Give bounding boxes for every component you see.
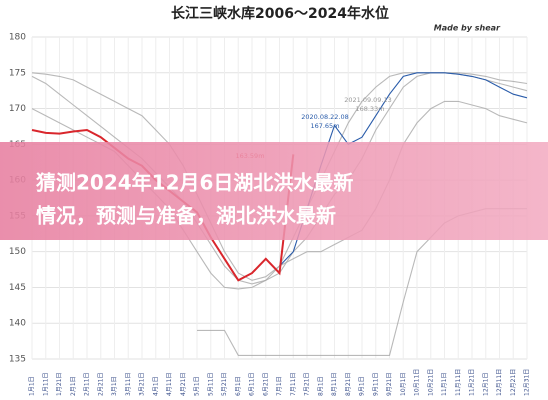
annotation: 168.33m (355, 105, 384, 113)
banner (0, 142, 548, 240)
x-tick-label: 7月11日 (290, 373, 297, 396)
x-tick-label: 12月21日 (510, 369, 517, 396)
x-tick-label: 1月11日 (42, 373, 49, 396)
banner-line: 情况，预测与准备，湖北洪水最新 (36, 204, 336, 228)
annotation: 167.65m (310, 122, 339, 130)
x-tick-label: 2月11日 (84, 373, 91, 396)
y-tick-label: 175 (9, 68, 26, 78)
banner-line: 猜测2024年12月6日湖北洪水最新 (35, 171, 353, 195)
x-tick-label: 9月21日 (386, 373, 393, 396)
x-tick-label: 6月21日 (262, 373, 269, 396)
x-tick-label: 3月11日 (125, 373, 132, 396)
y-tick-label: 140 (9, 319, 26, 329)
x-tick-label: 4月1日 (152, 376, 159, 396)
x-tick-label: 5月11日 (207, 373, 214, 396)
y-tick-label: 145 (9, 283, 26, 293)
x-tick-label: 3月21日 (139, 373, 146, 396)
x-tick-label: 4月11日 (166, 373, 173, 396)
x-tick-label: 4月21日 (180, 373, 187, 396)
x-tick-label: 8月11日 (331, 373, 338, 396)
x-tick-label: 2月1日 (70, 376, 77, 396)
x-tick-label: 6月11日 (249, 373, 256, 396)
x-tick-label: 8月21日 (345, 373, 352, 396)
x-tick-label: 8月1日 (317, 376, 324, 396)
x-tick-label: 9月11日 (372, 373, 379, 396)
x-tick-label: 5月1日 (194, 376, 201, 396)
x-tick-label: 1月1日 (29, 376, 36, 396)
x-tick-label: 6月1日 (235, 376, 242, 396)
x-tick-label: 12月1日 (482, 373, 489, 396)
y-tick-label: 135 (9, 355, 26, 365)
x-tick-label: 7月1日 (276, 376, 283, 396)
x-tick-label: 12月31日 (524, 369, 531, 396)
x-tick-label: 5月21日 (221, 373, 228, 396)
x-tick-label: 12月11日 (496, 369, 503, 396)
y-tick-label: 170 (9, 104, 26, 114)
x-tick-label: 10月11日 (414, 369, 421, 396)
annotation: 2020.08.22.08 (301, 113, 349, 121)
x-tick-label: 1月21日 (56, 373, 63, 396)
x-tick-label: 2月21日 (97, 373, 104, 396)
x-tick-label: 11月1日 (441, 373, 448, 396)
x-tick-label: 10月21日 (427, 369, 434, 396)
chart-subtitle: Made by shear (434, 24, 501, 33)
y-tick-label: 180 (9, 33, 26, 43)
annotation: 2021.09.09.13 (344, 96, 392, 104)
x-tick-label: 11月11日 (455, 369, 462, 396)
x-tick-label: 11月21日 (469, 369, 476, 396)
y-tick-label: 150 (9, 247, 26, 257)
x-tick-label: 7月21日 (304, 373, 311, 396)
x-tick-label: 3月1日 (111, 376, 118, 396)
x-tick-label: 10月1日 (400, 373, 407, 396)
x-tick-label: 9月1日 (359, 376, 366, 396)
chart-title: 长江三峡水库2006～2024年水位 (171, 5, 389, 22)
